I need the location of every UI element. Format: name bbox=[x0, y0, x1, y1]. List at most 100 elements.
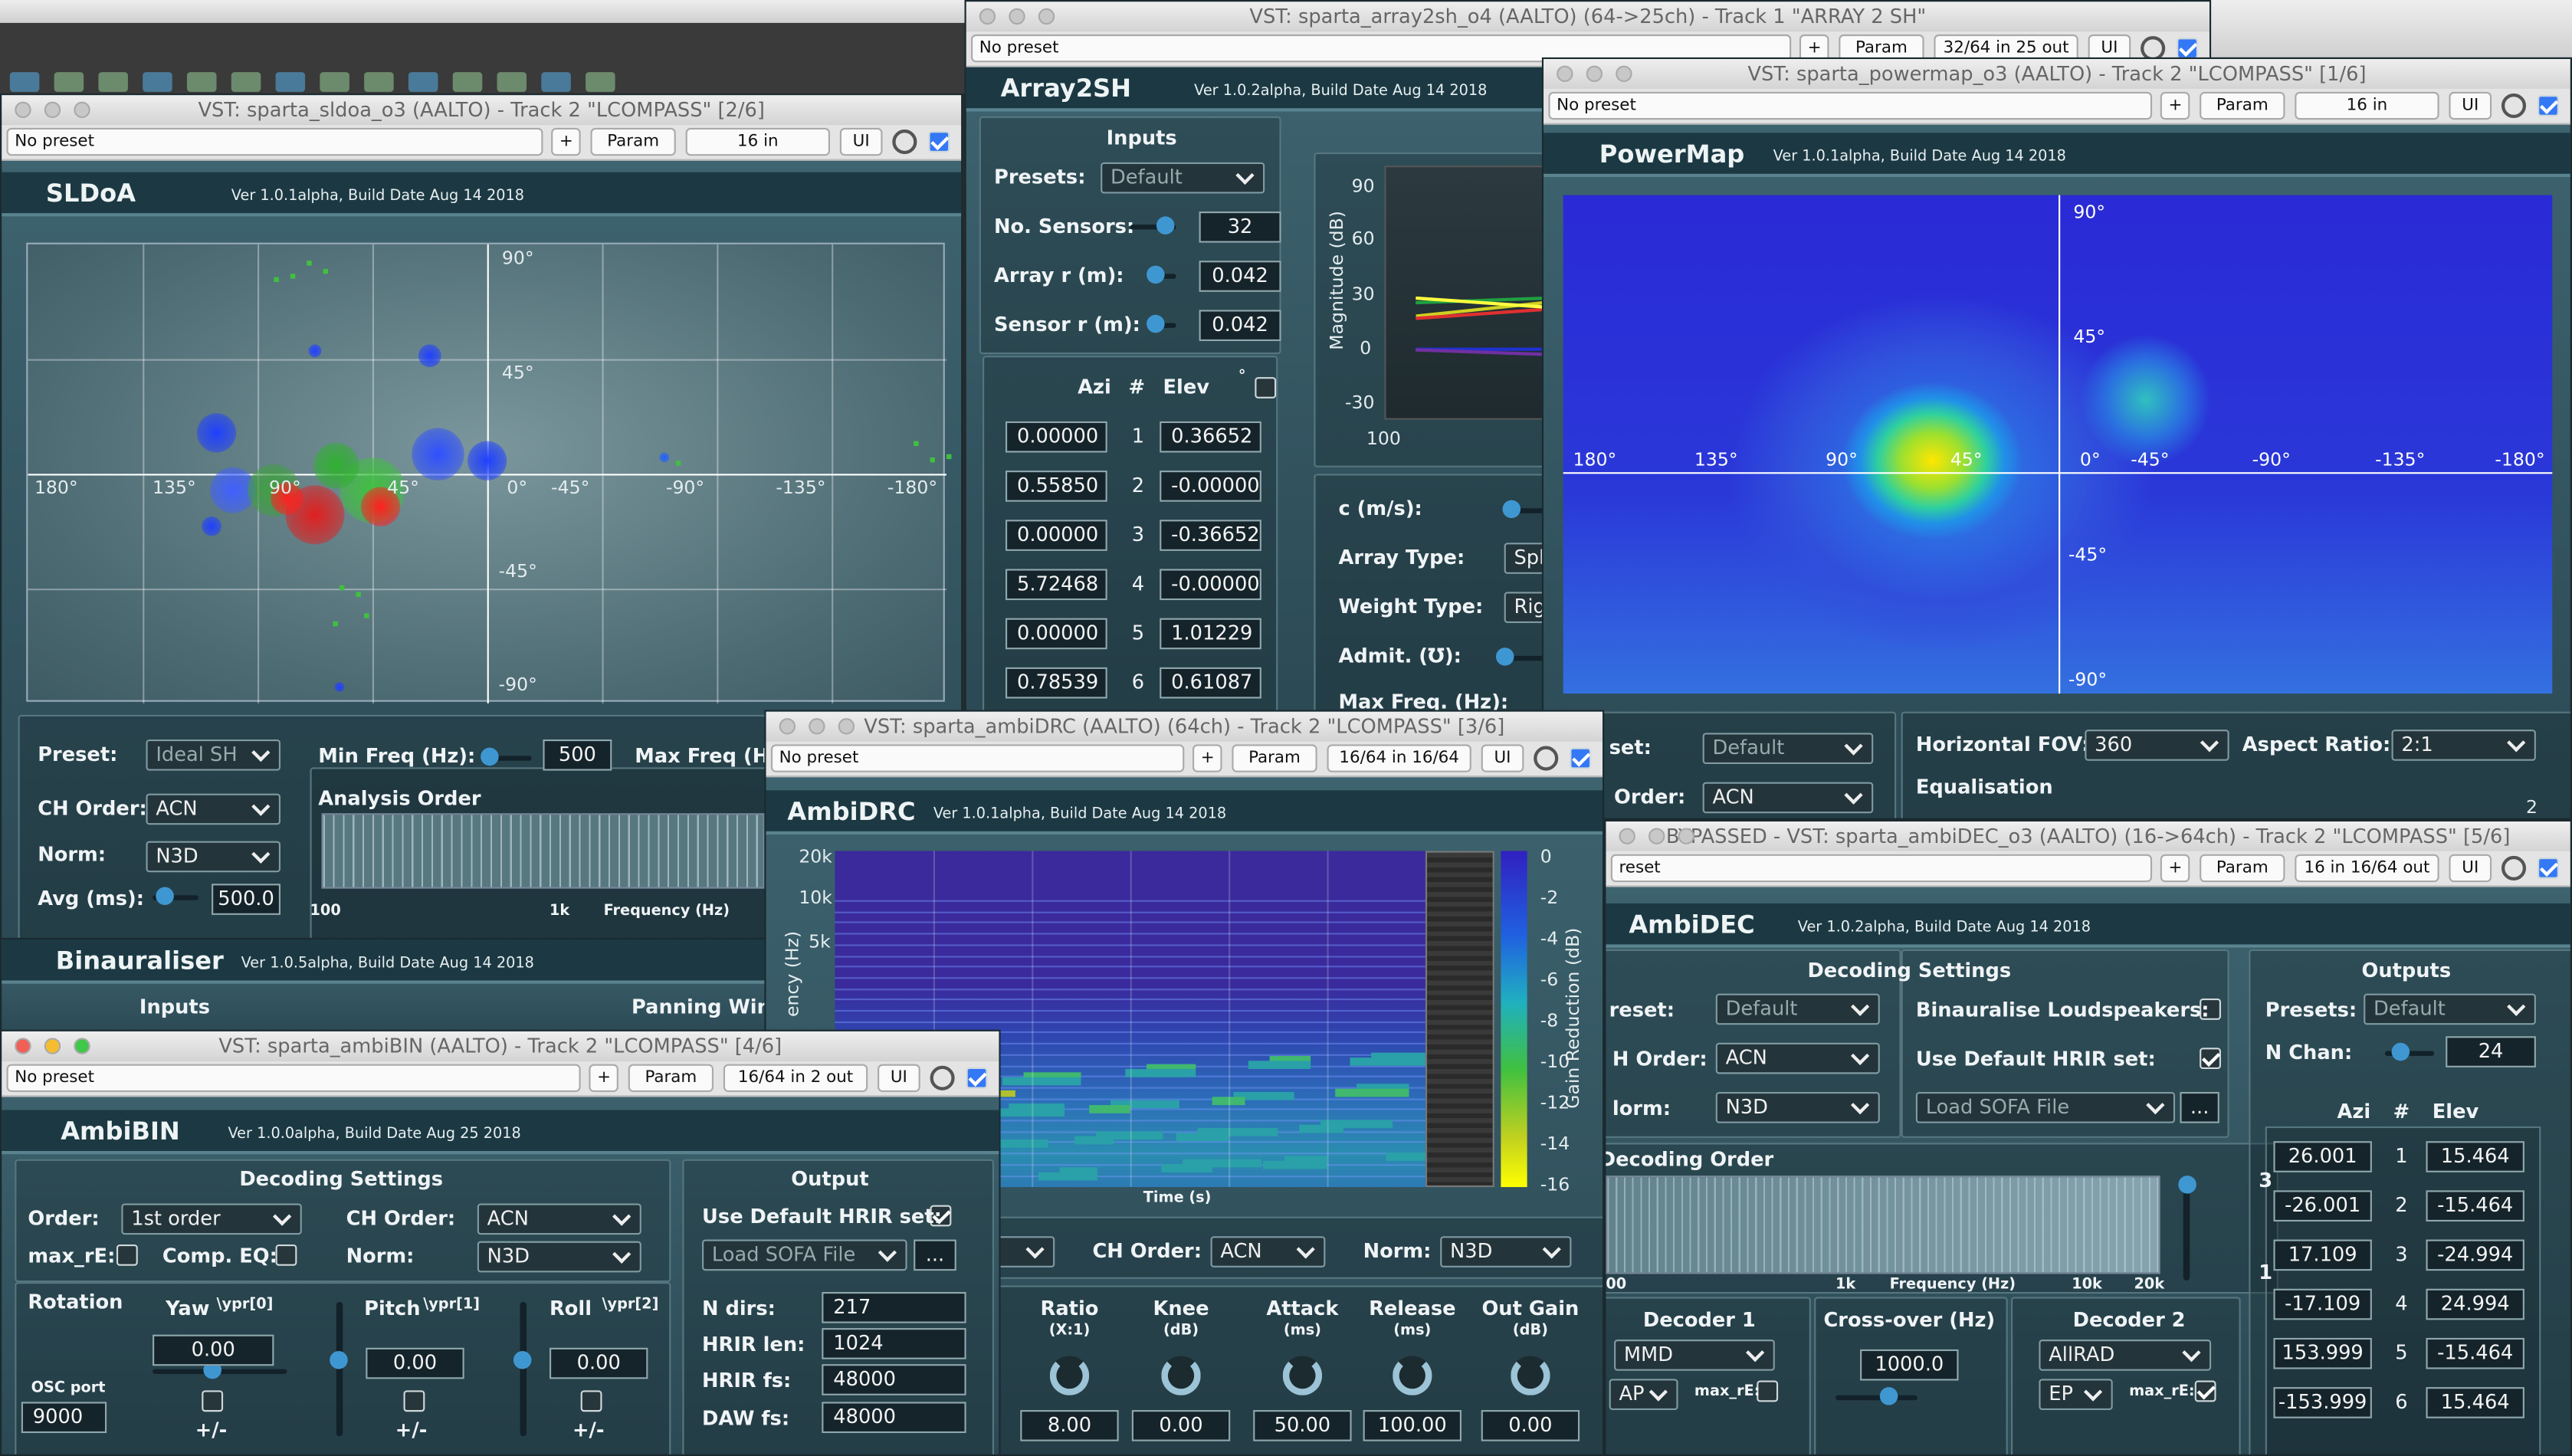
slider[interactable] bbox=[485, 756, 532, 761]
value-box[interactable]: 1000.0 bbox=[1860, 1349, 1959, 1381]
slider[interactable] bbox=[336, 1301, 343, 1437]
value-box[interactable]: -17.109 bbox=[2273, 1288, 2372, 1320]
value-box[interactable]: 32 bbox=[1199, 212, 1281, 243]
dropdown[interactable]: Load SOFA File bbox=[702, 1239, 907, 1271]
value-box[interactable]: -15.464 bbox=[2426, 1337, 2524, 1369]
dropdown[interactable]: Default bbox=[1702, 733, 1874, 765]
value-box[interactable]: -153.999 bbox=[2273, 1387, 2372, 1418]
window-button[interactable] bbox=[779, 718, 796, 735]
value-box[interactable]: 153.999 bbox=[2273, 1337, 2372, 1369]
value-box[interactable]: 48000 bbox=[822, 1402, 966, 1434]
window-button[interactable] bbox=[44, 101, 61, 119]
slider[interactable] bbox=[520, 1301, 527, 1437]
window-button[interactable] bbox=[838, 718, 855, 735]
slider[interactable] bbox=[2183, 1182, 2190, 1281]
checkbox[interactable] bbox=[2200, 1048, 2221, 1070]
checkbox[interactable] bbox=[930, 1205, 952, 1227]
value-box[interactable]: 0.61087 bbox=[1160, 667, 1261, 699]
knob[interactable] bbox=[1393, 1356, 1432, 1395]
dropdown[interactable]: Default bbox=[1715, 993, 1880, 1025]
window-button[interactable] bbox=[1009, 8, 1025, 25]
value-box[interactable]: 0.36652 bbox=[1160, 421, 1261, 453]
checkbox[interactable] bbox=[2194, 1380, 2216, 1402]
window-button[interactable] bbox=[809, 718, 825, 735]
value-box[interactable]: 100.00 bbox=[1363, 1410, 1462, 1441]
value-box[interactable]: 50.00 bbox=[1253, 1410, 1352, 1441]
slider[interactable] bbox=[2384, 1051, 2435, 1056]
window-button[interactable] bbox=[979, 8, 996, 25]
value-box[interactable]: 0.00000 bbox=[1006, 520, 1107, 551]
value-box[interactable]: 0.00 bbox=[153, 1334, 274, 1366]
knob[interactable] bbox=[1049, 1356, 1090, 1395]
dropdown[interactable]: Load SOFA File bbox=[1915, 1091, 2176, 1123]
window-button[interactable] bbox=[44, 1038, 61, 1054]
value-box[interactable]: 24.994 bbox=[2426, 1288, 2524, 1320]
value-box[interactable]: 9000 bbox=[21, 1402, 107, 1434]
value-box[interactable]: 0.78539 bbox=[1006, 667, 1107, 699]
slider[interactable] bbox=[1835, 1395, 1918, 1401]
checkbox[interactable] bbox=[116, 1244, 138, 1266]
dropdown[interactable] bbox=[996, 1236, 1055, 1267]
checkbox[interactable] bbox=[2200, 999, 2221, 1020]
value-box[interactable]: 26.001 bbox=[2273, 1141, 2372, 1172]
value-box[interactable]: 15.464 bbox=[2426, 1141, 2524, 1172]
value-box[interactable]: 0.00 bbox=[1131, 1410, 1231, 1441]
window-button[interactable] bbox=[74, 101, 90, 119]
value-box[interactable]: 0.00000 bbox=[1006, 421, 1107, 453]
checkbox[interactable] bbox=[928, 131, 950, 152]
value-box[interactable]: 48000 bbox=[822, 1364, 966, 1395]
checkbox[interactable] bbox=[2538, 95, 2559, 116]
value-box[interactable]: 0.00 bbox=[1481, 1410, 1580, 1441]
value-box[interactable]: 0.042 bbox=[1199, 261, 1281, 292]
checkbox[interactable] bbox=[580, 1390, 602, 1412]
checkbox[interactable] bbox=[403, 1390, 425, 1412]
dropdown[interactable]: N3D bbox=[146, 841, 280, 873]
value-box[interactable]: 0.00 bbox=[366, 1347, 464, 1379]
dropdown[interactable]: Default bbox=[1101, 162, 1265, 194]
value-box[interactable]: -15.464 bbox=[2426, 1190, 2524, 1222]
dropdown[interactable]: 360 bbox=[2085, 730, 2229, 761]
window-button[interactable] bbox=[1557, 65, 1573, 82]
dropdown[interactable]: ACN bbox=[1210, 1236, 1326, 1267]
checkbox[interactable] bbox=[202, 1390, 224, 1412]
window-button[interactable] bbox=[1649, 828, 1665, 844]
dropdown[interactable]: EP bbox=[2039, 1379, 2113, 1411]
slider[interactable] bbox=[153, 895, 198, 900]
dropdown[interactable]: AP bbox=[1609, 1379, 1678, 1411]
checkbox[interactable] bbox=[2538, 858, 2559, 879]
slider[interactable] bbox=[1507, 655, 1557, 661]
value-box[interactable]: 217 bbox=[822, 1292, 966, 1323]
value-box[interactable]: 5.72468 bbox=[1006, 569, 1107, 601]
window-button[interactable] bbox=[1586, 65, 1603, 82]
slider[interactable] bbox=[1130, 225, 1176, 230]
value-box[interactable]: 500.0 bbox=[212, 884, 280, 915]
value-box[interactable]: 8.00 bbox=[1020, 1410, 1119, 1441]
checkbox[interactable] bbox=[2177, 38, 2199, 60]
dropdown[interactable]: Default bbox=[2364, 993, 2536, 1025]
window-button[interactable] bbox=[15, 1038, 31, 1054]
value-box[interactable]: 0.042 bbox=[1199, 310, 1281, 342]
dropdown[interactable]: 1st order bbox=[121, 1203, 302, 1235]
knob[interactable] bbox=[1161, 1356, 1201, 1395]
window-button[interactable] bbox=[1619, 828, 1635, 844]
checkbox[interactable] bbox=[1255, 377, 1277, 398]
dropdown[interactable]: ACN bbox=[146, 793, 280, 825]
value-box[interactable]: 17.109 bbox=[2273, 1239, 2372, 1271]
value-box[interactable]: 1024 bbox=[822, 1328, 966, 1359]
value-box[interactable]: -0.00000 bbox=[1160, 471, 1261, 502]
dropdown[interactable]: N3D bbox=[1440, 1236, 1572, 1267]
checkbox[interactable] bbox=[1570, 747, 1592, 769]
window-button[interactable] bbox=[74, 1038, 90, 1054]
dropdown[interactable]: 2:1 bbox=[2391, 730, 2536, 761]
window-button[interactable] bbox=[1038, 8, 1055, 25]
value-box[interactable]: 0.00000 bbox=[1006, 618, 1107, 650]
checkbox[interactable] bbox=[1757, 1380, 1779, 1402]
value-box[interactable]: ... bbox=[2180, 1091, 2219, 1123]
value-box[interactable]: 15.464 bbox=[2426, 1387, 2524, 1418]
window-button[interactable] bbox=[15, 101, 31, 119]
value-box[interactable]: 0.55850 bbox=[1006, 471, 1107, 502]
dropdown[interactable]: N3D bbox=[1715, 1091, 1880, 1123]
window-button[interactable] bbox=[1616, 65, 1632, 82]
value-box[interactable]: 500 bbox=[543, 739, 612, 771]
window-button[interactable] bbox=[1678, 828, 1694, 844]
